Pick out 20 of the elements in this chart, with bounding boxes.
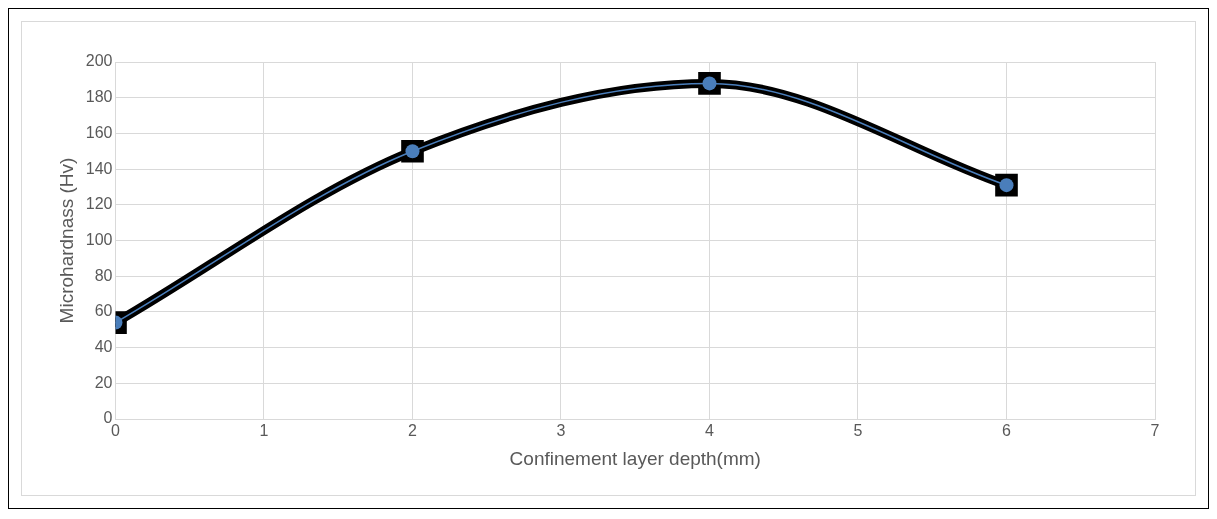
x-tick-label: 1 xyxy=(259,422,269,440)
y-tick-label: 60 xyxy=(94,302,113,320)
x-tick-label: 7 xyxy=(1150,422,1160,440)
x-tick-label: 6 xyxy=(1002,422,1012,440)
y-tick-label: 40 xyxy=(94,338,113,356)
x-tick-label: 3 xyxy=(556,422,566,440)
y-tick-label: 0 xyxy=(103,409,113,427)
y-tick-label: 80 xyxy=(94,266,113,284)
y-tick-label: 20 xyxy=(94,373,113,391)
y-tick-label: 100 xyxy=(85,230,113,248)
y-axis-title: Microhardnass (Hv) xyxy=(55,157,77,324)
y-tick-label: 180 xyxy=(85,88,113,106)
y-tick-label: 140 xyxy=(85,159,113,177)
x-tick-label: 5 xyxy=(853,422,863,440)
x-axis-title: Confinement layer depth(mm) xyxy=(509,447,761,469)
x-tick-label: 4 xyxy=(705,422,715,440)
y-tick-label: 120 xyxy=(85,195,113,213)
x-tick-label: 2 xyxy=(408,422,418,440)
y-tick-label: 160 xyxy=(85,123,113,141)
y-tick-label: 200 xyxy=(85,52,113,70)
